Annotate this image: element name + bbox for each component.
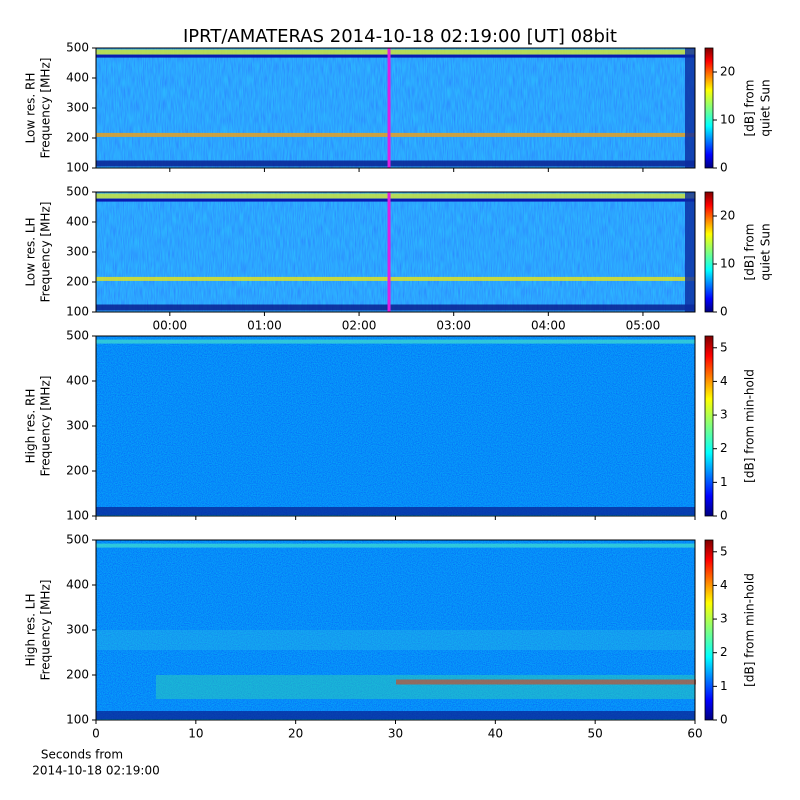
band-feature [96,507,695,515]
colorbar-tick-label: 20 [720,65,735,79]
x-tick-label: 20 [288,727,303,741]
colorbar-label: [dB] from min-hold [743,573,757,687]
y-axis-label: Frequency [MHz] [39,376,53,477]
x-tick-label: 40 [488,727,503,741]
edge-feature [685,192,695,312]
y-tick-label: 400 [66,71,89,85]
y-tick-label: 500 [66,185,89,199]
y-axis-label: Low res. LH [24,217,38,286]
x-tick-label: 04:00 [531,319,566,333]
y-tick-label: 300 [66,101,89,115]
colorbar [704,191,714,313]
colorbar-tick-label: 5 [720,544,728,558]
y-tick-label: 200 [66,275,89,289]
band-feature [96,304,695,311]
colorbar-tick-label: 1 [720,475,728,489]
y-tick-label: 200 [66,131,89,145]
y-tick-label: 200 [66,464,89,478]
y-tick-label: 400 [66,215,89,229]
x-tick-label: 05:00 [626,319,661,333]
y-tick-label: 300 [66,623,89,637]
band-feature [96,198,695,202]
colorbar [704,335,714,517]
y-axis-label: Low res. RH [24,73,38,144]
colorbar-tick-label: 2 [720,441,728,455]
colorbar-tick-label: 0 [720,305,728,319]
band-feature [96,543,695,548]
y-axis-label: Frequency [MHz] [39,202,53,303]
band-feature [96,160,695,167]
x-tick-label: 10 [188,727,203,741]
colorbar-tick-label: 5 [720,340,728,354]
colorbar-tick-label: 2 [720,645,728,659]
colorbar-tick-label: 0 [720,713,728,727]
y-tick-label: 100 [66,305,89,319]
colorbar-tick-label: 4 [720,578,728,592]
colorbar-label: [dB] from min-hold [743,369,757,483]
y-tick-label: 400 [66,374,89,388]
y-tick-label: 100 [66,161,89,175]
spectrogram-texture [96,540,695,720]
band-feature [96,276,695,281]
band-feature [156,675,695,699]
colorbar-tick-label: 0 [720,509,728,523]
y-axis-label: High res. LH [24,593,38,666]
y-tick-label: 500 [66,533,89,547]
colorbar-tick-label: 10 [720,257,735,271]
y-tick-label: 300 [66,419,89,433]
y-tick-label: 100 [66,713,89,727]
colorbar-tick-label: 1 [720,679,728,693]
y-axis-label: High res. RH [24,389,38,464]
band-feature [96,630,695,650]
x-tick-label: 0 [92,727,100,741]
spectrogram-texture [96,336,695,516]
x-axis-label: Seconds from [41,748,123,762]
x-tick-label: 30 [388,727,403,741]
y-tick-label: 200 [66,668,89,682]
colorbar-label: quiet Sun [759,79,773,136]
colorbar-tick-label: 0 [720,161,728,175]
band-feature [96,49,695,55]
y-tick-label: 400 [66,578,89,592]
band-feature [96,54,695,58]
colorbar-label: [dB] from [743,80,757,137]
colorbar [704,539,714,721]
band-feature [396,679,696,685]
colorbar-tick-label: 4 [720,374,728,388]
colorbar-tick-label: 3 [720,612,728,626]
colorbar-tick-label: 20 [720,209,735,223]
edge-feature [685,48,695,168]
colorbar-label: [dB] from [743,224,757,281]
y-tick-label: 300 [66,245,89,259]
colorbar-tick-label: 10 [720,113,735,127]
y-tick-label: 100 [66,509,89,523]
x-tick-label: 03:00 [436,319,471,333]
band-feature [96,132,695,137]
spectrogram-texture [96,192,695,312]
y-axis-label: Frequency [MHz] [39,580,53,681]
figure-title: IPRT/AMATERAS 2014-10-18 02:19:00 [UT] 0… [183,26,617,47]
colorbar [704,47,714,169]
colorbar-label: quiet Sun [759,223,773,280]
x-tick-label: 50 [588,727,603,741]
colorbar-tick-label: 3 [720,408,728,422]
y-tick-label: 500 [66,41,89,55]
x-axis-label: 2014-10-18 02:19:00 [32,764,159,778]
x-tick-label: 01:00 [247,319,282,333]
x-tick-label: 00:00 [153,319,188,333]
spectrogram-texture [96,48,695,168]
y-tick-label: 500 [66,329,89,343]
x-tick-label: 60 [687,727,702,741]
band-feature [96,193,695,199]
band-feature [96,711,695,719]
band-feature [96,339,695,344]
y-axis-label: Frequency [MHz] [39,58,53,159]
x-tick-label: 02:00 [342,319,377,333]
